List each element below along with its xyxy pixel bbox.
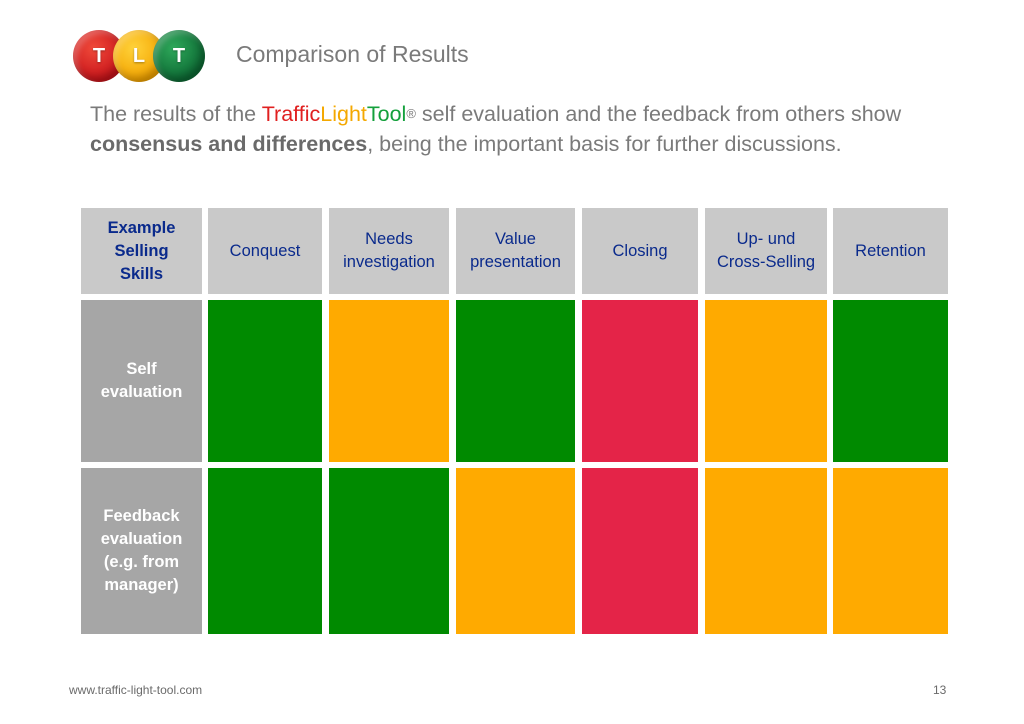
- tlt-logo: T L T: [73, 30, 205, 82]
- status-cell-amber: [705, 468, 827, 634]
- row-header: Feedback evaluation (e.g. from manager): [81, 468, 202, 634]
- cell-label: Retention: [855, 240, 926, 263]
- column-header: Up- und Cross-Selling: [705, 208, 827, 294]
- footer-url: www.traffic-light-tool.com: [69, 683, 203, 697]
- cell-label-line: evaluation: [100, 530, 183, 548]
- intro-text: self evaluation and the feedback from ot…: [415, 102, 902, 126]
- cell-label-line: Self: [126, 360, 157, 378]
- intro-text: , being the important basis for further …: [367, 131, 842, 156]
- cell-label: Self evaluation: [101, 358, 183, 404]
- brand-light: Light: [320, 102, 367, 126]
- cell-label: Needs investigation: [343, 228, 435, 274]
- status-cell-red: [582, 300, 698, 462]
- status-cell-green: [833, 300, 948, 462]
- cell-label-line: Skills: [119, 264, 164, 283]
- cell-label: Conquest: [230, 240, 301, 263]
- logo-letter: L: [132, 44, 146, 67]
- column-header: Value presentation: [456, 208, 575, 294]
- status-cell-green: [208, 300, 322, 462]
- column-header: Closing: [582, 208, 698, 294]
- cell-label: Feedback evaluation (e.g. from manager): [101, 505, 183, 597]
- status-cell-green: [456, 300, 575, 462]
- status-cell-green: [329, 468, 449, 634]
- intro-bold: consensus and differences: [90, 131, 368, 156]
- status-cell-red: [582, 468, 698, 634]
- registered-mark: ®: [406, 106, 416, 121]
- cell-label-line: Conquest: [229, 241, 301, 260]
- cell-label-line: evaluation: [100, 383, 183, 401]
- logo-letter: T: [172, 44, 186, 67]
- cell-label: Example Selling Skills: [108, 217, 176, 286]
- brand-tool: Tool: [366, 102, 407, 126]
- column-header: Retention: [833, 208, 948, 294]
- status-cell-amber: [705, 300, 827, 462]
- cell-label-line: Example: [107, 218, 176, 237]
- cell-label-line: Closing: [612, 241, 668, 260]
- cell-label-line: manager): [104, 576, 179, 594]
- cell-label-line: Value: [495, 230, 536, 248]
- cell-label-line: Selling: [114, 241, 169, 260]
- cell-label-line: (e.g. from: [103, 553, 180, 571]
- logo-green-circle: T: [153, 30, 205, 82]
- cell-label-line: Cross-Selling: [716, 253, 816, 271]
- status-cell-green: [208, 468, 322, 634]
- cell-label: Value presentation: [470, 228, 561, 274]
- page-number: 13: [933, 683, 947, 697]
- status-cell-amber: [456, 468, 575, 634]
- cell-label-line: Needs: [365, 230, 413, 248]
- cell-label: Closing: [612, 240, 667, 263]
- cell-label-line: Retention: [855, 241, 926, 260]
- column-header: Conquest: [208, 208, 322, 294]
- intro-text: The results of the: [90, 102, 262, 126]
- cell-label: Up- und Cross-Selling: [717, 228, 815, 274]
- intro-paragraph: The results of the TrafficLightTool® sel…: [90, 100, 950, 159]
- cell-label-line: investigation: [343, 253, 435, 271]
- cell-label-line: presentation: [470, 253, 561, 271]
- cell-label-line: Feedback: [103, 507, 180, 525]
- logo-letter: T: [92, 44, 106, 67]
- table-corner-header: Example Selling Skills: [81, 208, 202, 294]
- column-header: Needs investigation: [329, 208, 449, 294]
- cell-label-line: Up- und: [736, 230, 796, 248]
- brand-traffic: Traffic: [261, 102, 321, 126]
- status-cell-amber: [329, 300, 449, 462]
- page-title: Comparison of Results: [236, 41, 469, 67]
- row-header: Self evaluation: [81, 300, 202, 462]
- status-cell-amber: [833, 468, 948, 634]
